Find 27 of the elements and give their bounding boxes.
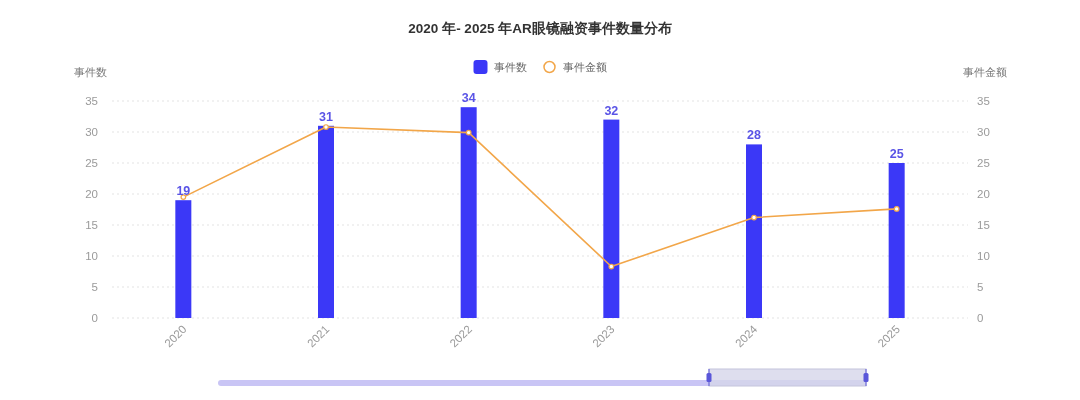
legend-label: 事件数	[493, 61, 527, 73]
y-axis-title: 事件数	[73, 66, 107, 78]
y-tick-label: 5	[91, 281, 98, 293]
y2-tick-label: 35	[977, 95, 990, 107]
data-label: 19	[176, 184, 191, 199]
y2-tick-label: 25	[977, 157, 990, 169]
legend-label: 事件金额	[562, 61, 607, 73]
data-label: 32	[604, 103, 619, 118]
data-label: 31	[319, 109, 333, 124]
y2-tick-label: 30	[977, 126, 990, 138]
y-tick-label: 15	[85, 219, 98, 231]
chart-title: 2020 年- 2025 年AR眼镜融资事件数量分布	[408, 20, 672, 36]
data-label: 25	[889, 147, 904, 161]
y-tick-label: 30	[85, 126, 98, 138]
y-tick-label: 25	[85, 157, 98, 169]
y2-tick-label: 15	[977, 219, 990, 231]
data-label: 28	[747, 128, 761, 143]
y2-tick-label: 20	[977, 188, 990, 200]
y-tick-label: 35	[85, 95, 98, 107]
y2-axis-title: 事件金额	[963, 66, 1007, 78]
y-tick-label: 10	[85, 250, 98, 262]
y2-tick-label: 5	[977, 281, 984, 293]
y2-tick-label: 10	[977, 250, 990, 262]
data-label: 34	[461, 91, 476, 106]
y-tick-label: 0	[91, 312, 98, 324]
y2-tick-label: 0	[977, 312, 984, 324]
y-tick-label: 20	[85, 188, 98, 200]
